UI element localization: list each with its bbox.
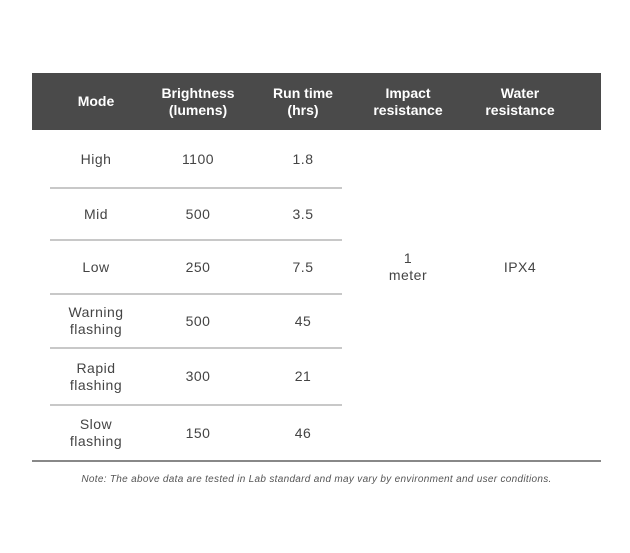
footnote: Note: The above data are tested in Lab s… <box>81 474 552 485</box>
cell-brightness: 150 <box>185 424 211 441</box>
row-divider <box>50 187 342 189</box>
cell-brightness: 300 <box>185 368 211 384</box>
cell-brightness: 500 <box>185 205 211 222</box>
cell-brightness: 1100 <box>181 150 215 167</box>
cell-mode: Mid <box>83 205 109 222</box>
cell-mode: Warning flashing <box>68 304 124 337</box>
cell-runtime: 21 <box>294 368 312 384</box>
header-brightness: Brightness (lumens) <box>161 84 235 118</box>
header-runtime: Run time (hrs) <box>273 84 333 118</box>
cell-runtime: 1.8 <box>292 150 314 167</box>
cell-mode: High <box>80 150 112 167</box>
row-divider <box>50 239 342 241</box>
cell-runtime: 45 <box>294 312 312 329</box>
cell-runtime: 3.5 <box>292 205 314 222</box>
cell-brightness: 500 <box>185 312 211 329</box>
row-divider <box>50 293 342 295</box>
table-bottom-rule <box>32 460 601 462</box>
table-header <box>32 73 601 130</box>
cell-runtime: 7.5 <box>292 258 314 275</box>
header-water: Water resistance <box>485 84 555 118</box>
row-divider <box>50 347 342 349</box>
impact-resistance-value: 1 meter <box>388 250 428 283</box>
cell-brightness: 250 <box>185 258 211 275</box>
row-divider <box>50 404 342 406</box>
header-mode: Mode <box>77 93 115 109</box>
water-resistance-value: IPX4 <box>503 258 537 275</box>
cell-runtime: 46 <box>294 424 312 441</box>
header-impact: Impact resistance <box>373 84 443 118</box>
cell-mode: Low <box>82 258 110 275</box>
cell-mode: Slow flashing <box>69 416 123 449</box>
cell-mode: Rapid flashing <box>69 359 123 393</box>
